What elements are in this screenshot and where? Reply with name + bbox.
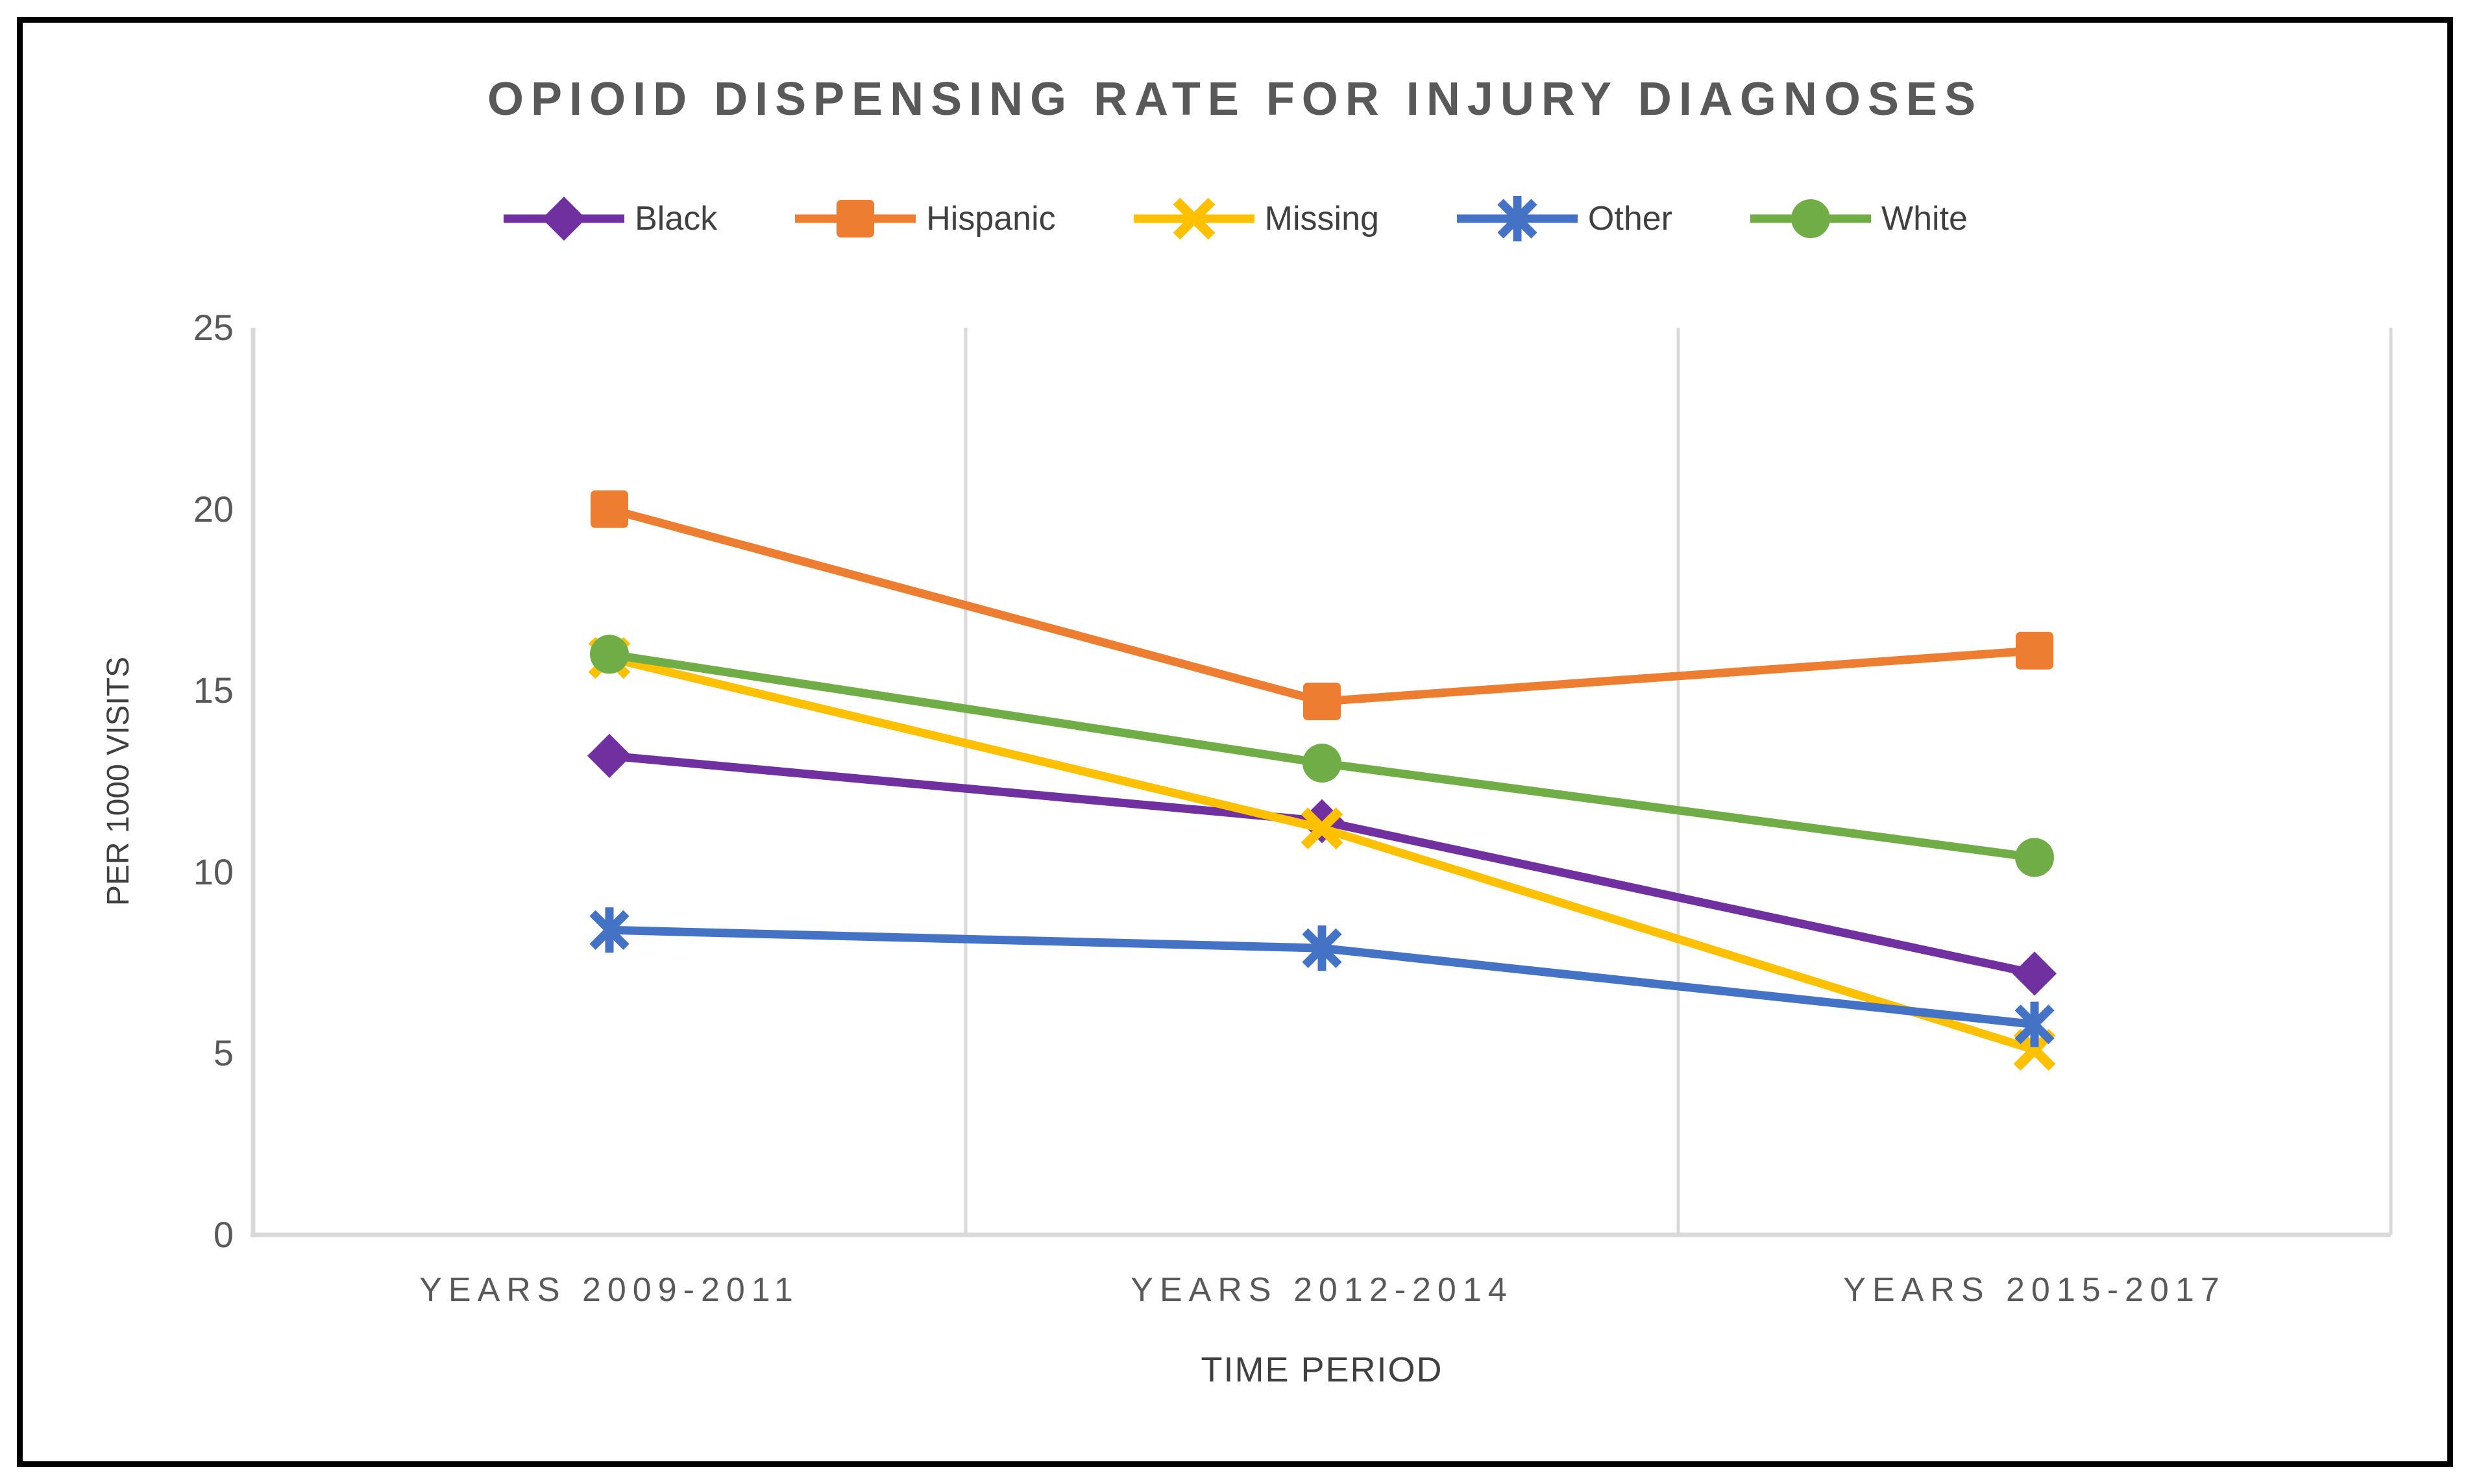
series-white-marker — [590, 635, 629, 674]
legend-label: White — [1881, 200, 1968, 237]
legend-label: Hispanic — [926, 200, 1056, 237]
legend-marker — [1173, 197, 1215, 240]
legend-item-hispanic: Hispanic — [794, 195, 1056, 243]
legend-item-black: Black — [502, 195, 717, 243]
series-white — [590, 635, 2054, 877]
series-black — [587, 733, 2057, 996]
x-tick-label: YEARS 2009-2011 — [419, 1271, 800, 1309]
series-hispanic-marker — [1303, 682, 1341, 720]
legend-label: Missing — [1264, 200, 1379, 237]
series-black-marker — [2012, 951, 2057, 996]
legend-marker — [837, 200, 875, 237]
series-missing-marker — [1301, 807, 1343, 849]
x-tick-label: YEARS 2012-2014 — [1131, 1271, 1513, 1309]
legend-item-white: White — [1749, 195, 1968, 243]
legend-marker — [1497, 199, 1537, 239]
y-tick-label: 25 — [193, 307, 234, 348]
chart-title: OPIOID DISPENSING RATE FOR INJURY DIAGNO… — [487, 73, 1983, 125]
legend-marker — [542, 197, 587, 241]
series-hispanic — [591, 490, 2053, 720]
series-hispanic-marker — [591, 490, 628, 528]
legend-label: Other — [1587, 200, 1672, 237]
y-tick-label: 20 — [193, 488, 234, 529]
legend-marker-asterisk-icon — [1456, 196, 1578, 241]
legend-marker-x-icon — [1133, 197, 1254, 240]
y-tick-label: 5 — [213, 1032, 234, 1074]
legend-marker-diamond-icon — [504, 197, 625, 241]
series-other-marker — [2014, 1004, 2055, 1045]
y-tick-label: 0 — [213, 1214, 234, 1255]
series-other-marker — [589, 910, 630, 950]
series-white-marker — [1302, 744, 1341, 783]
legend-item-missing: Missing — [1132, 195, 1379, 243]
legend-marker — [1791, 199, 1830, 238]
x-tick-label: YEARS 2015-2017 — [1843, 1271, 2226, 1309]
legend-marker-square-icon — [795, 200, 916, 237]
legend: Black Hispanic Missing Other White — [0, 195, 2470, 243]
series-white-marker — [2015, 838, 2054, 877]
series-hispanic-line — [608, 505, 2035, 706]
series-other — [589, 907, 2055, 1047]
legend-marker-circle-icon — [1750, 199, 1871, 238]
x-axis-title: TIME PERIOD — [1201, 1350, 1443, 1389]
legend-label: Black — [635, 200, 718, 237]
series-hispanic-marker — [2016, 631, 2053, 670]
series-other-marker — [1302, 928, 1342, 968]
series-black-marker — [587, 733, 631, 778]
y-tick-label: 15 — [193, 670, 234, 711]
y-axis-title: PER 1000 VISITS — [101, 656, 136, 906]
y-tick-label: 10 — [193, 851, 234, 892]
legend-item-other: Other — [1456, 195, 1672, 243]
